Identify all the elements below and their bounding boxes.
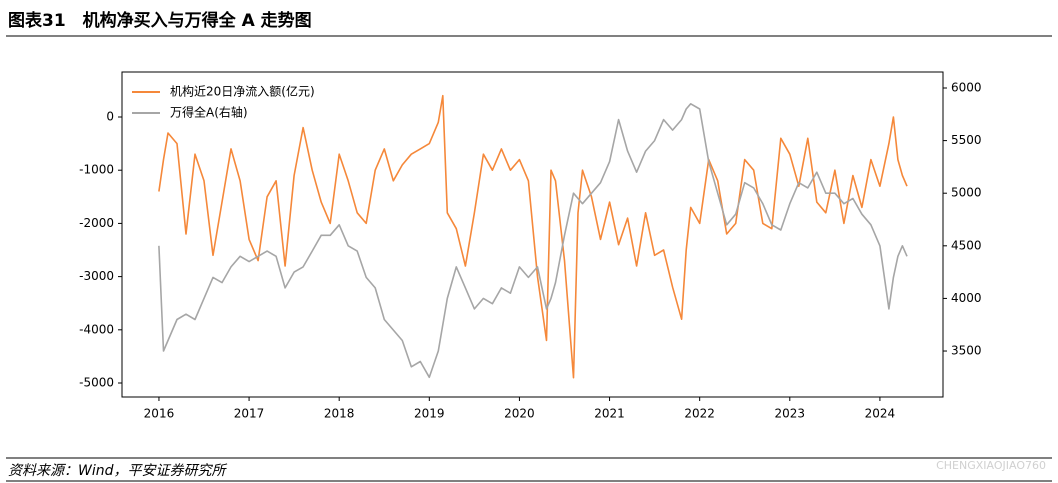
y2-tick-label: 6000 <box>951 80 982 94</box>
y-tick-label: -4000 <box>79 322 114 336</box>
x-tick-label: 2018 <box>324 407 355 421</box>
x-tick-label: 2022 <box>684 407 715 421</box>
y-tick-label: -5000 <box>79 376 114 390</box>
y2-tick-label: 4000 <box>951 291 982 305</box>
y-tick-label: -1000 <box>79 163 114 177</box>
figure-title: 图表31 机构净买入与万得全 A 走势图 <box>8 10 312 31</box>
watermark: CHENGXIAOJIAO760 <box>936 459 1046 472</box>
series-line <box>158 103 908 379</box>
y2-tick-label: 3500 <box>951 344 982 358</box>
x-tick-label: 2023 <box>775 407 806 421</box>
x-tick-label: 2024 <box>865 407 896 421</box>
series-line <box>158 94 908 379</box>
y-tick-label: -2000 <box>79 216 114 230</box>
legend-label: 万得全A(右轴) <box>170 105 248 120</box>
x-tick-label: 2017 <box>234 407 265 421</box>
source-note: 资料来源：Wind，平安证券研究所 <box>8 463 227 479</box>
x-tick-label: 2019 <box>414 407 445 421</box>
y2-tick-label: 5500 <box>951 133 982 147</box>
x-tick-label: 2020 <box>504 407 535 421</box>
y-tick-label: 0 <box>106 110 114 124</box>
y2-tick-label: 5000 <box>951 186 982 200</box>
x-tick-label: 2016 <box>144 407 175 421</box>
legend-label: 机构近20日净流入额(亿元) <box>170 84 315 99</box>
x-tick-label: 2021 <box>594 407 625 421</box>
y-tick-label: -3000 <box>79 269 114 283</box>
y2-tick-label: 4500 <box>951 238 982 252</box>
plot-frame <box>121 71 944 398</box>
